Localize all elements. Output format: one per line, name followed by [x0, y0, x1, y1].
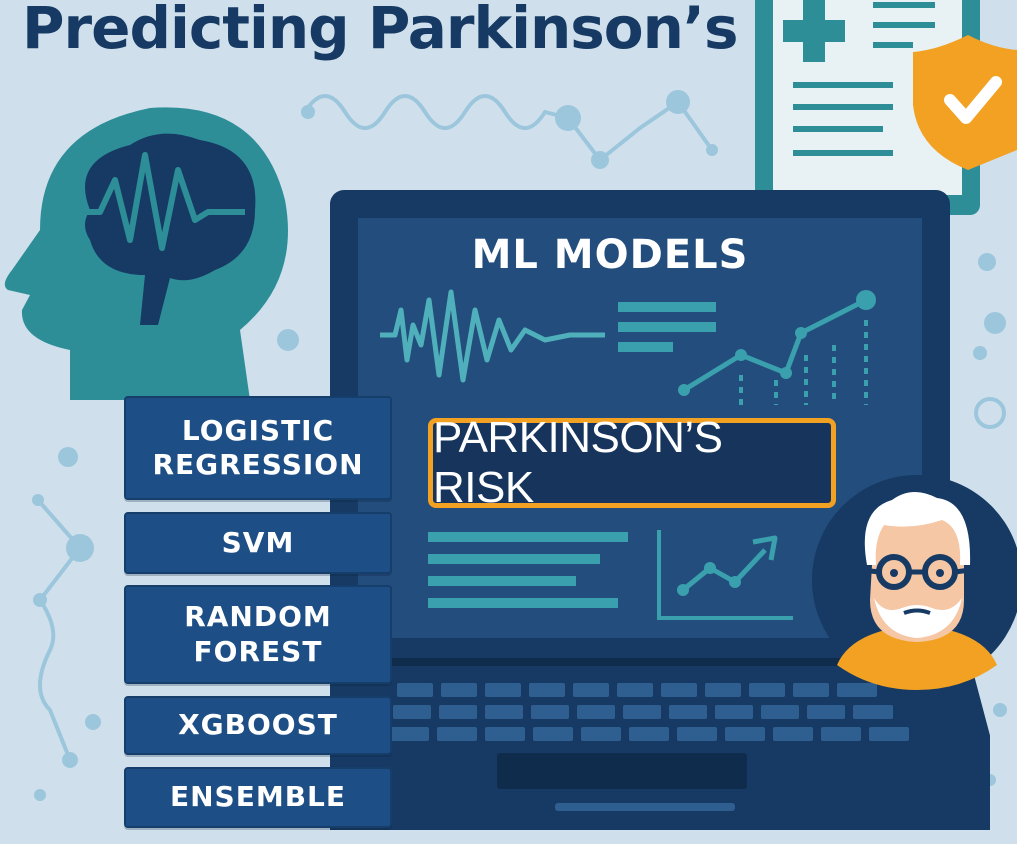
brain-head-icon [4, 107, 289, 400]
screen-text-lines [618, 302, 716, 352]
page-title: Predicting Parkinson’s [22, 0, 738, 62]
small-line-chart-icon [657, 530, 793, 620]
screen-lower-lines [428, 532, 628, 608]
model-random-forest-button[interactable]: RANDOM FOREST [124, 585, 392, 684]
model-svm-button[interactable]: SVM [124, 512, 392, 574]
shield-check-icon [913, 35, 1017, 170]
line-chart-icon [678, 290, 876, 405]
waveform-icon [380, 289, 605, 383]
model-ensemble-button[interactable]: ENSEMBLE [124, 767, 392, 828]
model-xgboost-button[interactable]: XGBOOST [124, 696, 392, 755]
keyboard [389, 683, 909, 811]
screen-heading: ML MODELS [471, 232, 749, 278]
model-logistic-regression-button[interactable]: LOGISTIC REGRESSION [124, 396, 392, 500]
elderly-patient-avatar [812, 475, 1017, 690]
parkinsons-risk-result[interactable]: PARKINSON’S RISK [428, 413, 836, 512]
